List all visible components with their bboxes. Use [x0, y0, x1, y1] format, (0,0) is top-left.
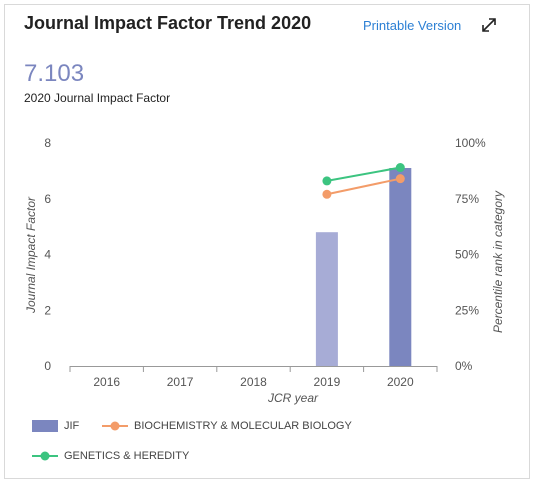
y-tick-label-right: 100%	[455, 136, 486, 150]
y-tick-label-left: 8	[44, 136, 51, 150]
y-axis-title-left: Journal Impact Factor	[24, 196, 38, 314]
legend-label-genetics: GENETICS & HEREDITY	[64, 450, 190, 462]
legend-item-jif[interactable]: JIF	[32, 420, 79, 432]
legend-item-genetics[interactable]: GENETICS & HEREDITY	[32, 450, 189, 462]
jif-bar-2019	[315, 232, 338, 366]
legend-label-biochem: BIOCHEMISTRY & MOLECULAR BIOLOGY	[134, 420, 352, 432]
x-tick-label: 2020	[387, 375, 414, 389]
chart-card	[4, 4, 530, 479]
x-axis-title: JCR year	[267, 391, 319, 405]
y-tick-label-left: 0	[44, 359, 51, 373]
jif-value-label: 2020 Journal Impact Factor	[24, 91, 171, 105]
legend-swatch-jif	[32, 420, 58, 432]
genetics-point-2019	[322, 176, 332, 186]
y-tick-label-left: 2	[44, 303, 51, 317]
genetics-line	[326, 166, 401, 182]
genetics-point-2020	[395, 163, 405, 173]
x-tick-label: 2019	[314, 375, 341, 389]
legend-swatch-genetics	[32, 451, 58, 461]
chart-title: Journal Impact Factor Trend 2020	[24, 13, 312, 33]
y-tick-label-right: 0%	[455, 359, 473, 373]
legend-item-biochem[interactable]: BIOCHEMISTRY & MOLECULAR BIOLOGY	[102, 420, 352, 432]
y-tick-label-left: 6	[44, 192, 51, 206]
expand-icon[interactable]	[479, 15, 499, 35]
jif-bar-2020	[389, 168, 412, 366]
biochem-point-2020	[395, 174, 405, 184]
x-tick-label: 2018	[240, 375, 267, 389]
y-axis-title-right: Percentile rank in category	[491, 190, 505, 333]
jif-value: 7.103	[24, 60, 85, 87]
printable-version-link[interactable]: Printable Version	[363, 18, 462, 33]
x-tick-label: 2017	[167, 375, 194, 389]
y-tick-label-left: 4	[44, 248, 51, 262]
legend-swatch-biochem	[102, 421, 128, 431]
y-tick-label-right: 50%	[455, 248, 479, 262]
legend-label-jif: JIF	[64, 420, 80, 432]
x-tick-label: 2016	[93, 375, 120, 389]
biochem-point-2019	[322, 189, 332, 199]
y-tick-label-right: 25%	[455, 303, 479, 317]
y-tick-label-right: 75%	[455, 192, 479, 206]
biochem-line	[326, 177, 401, 196]
